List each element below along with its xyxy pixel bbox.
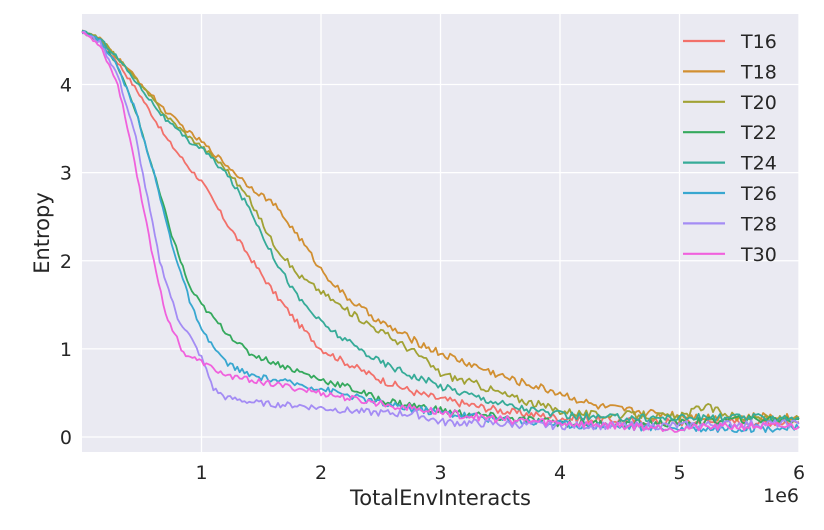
legend-label: T30 (740, 244, 777, 266)
x-tick-label: 2 (315, 462, 327, 484)
legend-label: T28 (740, 213, 777, 235)
legend-label: T16 (740, 31, 777, 53)
x-tick-label: 3 (434, 462, 446, 484)
series-line-t28 (81, 30, 800, 431)
x-tick-label: 1 (195, 462, 207, 484)
y-tick-label: 4 (60, 75, 72, 97)
legend-label: T26 (740, 183, 777, 205)
legend-label: T20 (740, 92, 777, 114)
y-tick-label: 3 (60, 163, 72, 185)
legend-label: T22 (740, 122, 777, 144)
legend-label: T18 (740, 61, 777, 83)
x-tick-label: 5 (673, 462, 685, 484)
grid-lines (82, 14, 800, 452)
y-tick-label: 1 (60, 339, 72, 361)
x-tick-label: 6 (793, 462, 805, 484)
series-line-t30 (81, 31, 800, 433)
x-axis-ticks: 1 2 3 4 5 6 (195, 462, 805, 484)
series-line-t24 (81, 29, 800, 423)
x-axis-title: TotalEnvInteracts (349, 486, 531, 510)
y-tick-label: 2 (60, 251, 72, 273)
y-axis-title: Entropy (30, 192, 54, 274)
series-lines (81, 29, 800, 433)
legend-label: T24 (740, 153, 777, 175)
y-tick-label: 0 (60, 427, 72, 449)
series-line-t20 (81, 30, 800, 424)
legend: T16 T18 T20 T22 T24 T26 T28 T30 (683, 31, 777, 266)
x-tick-label: 4 (554, 462, 566, 484)
x-axis-offset-label: 1e6 (763, 485, 799, 507)
y-axis-ticks: 0 1 2 3 4 (60, 75, 72, 450)
series-line-t16 (81, 29, 800, 427)
